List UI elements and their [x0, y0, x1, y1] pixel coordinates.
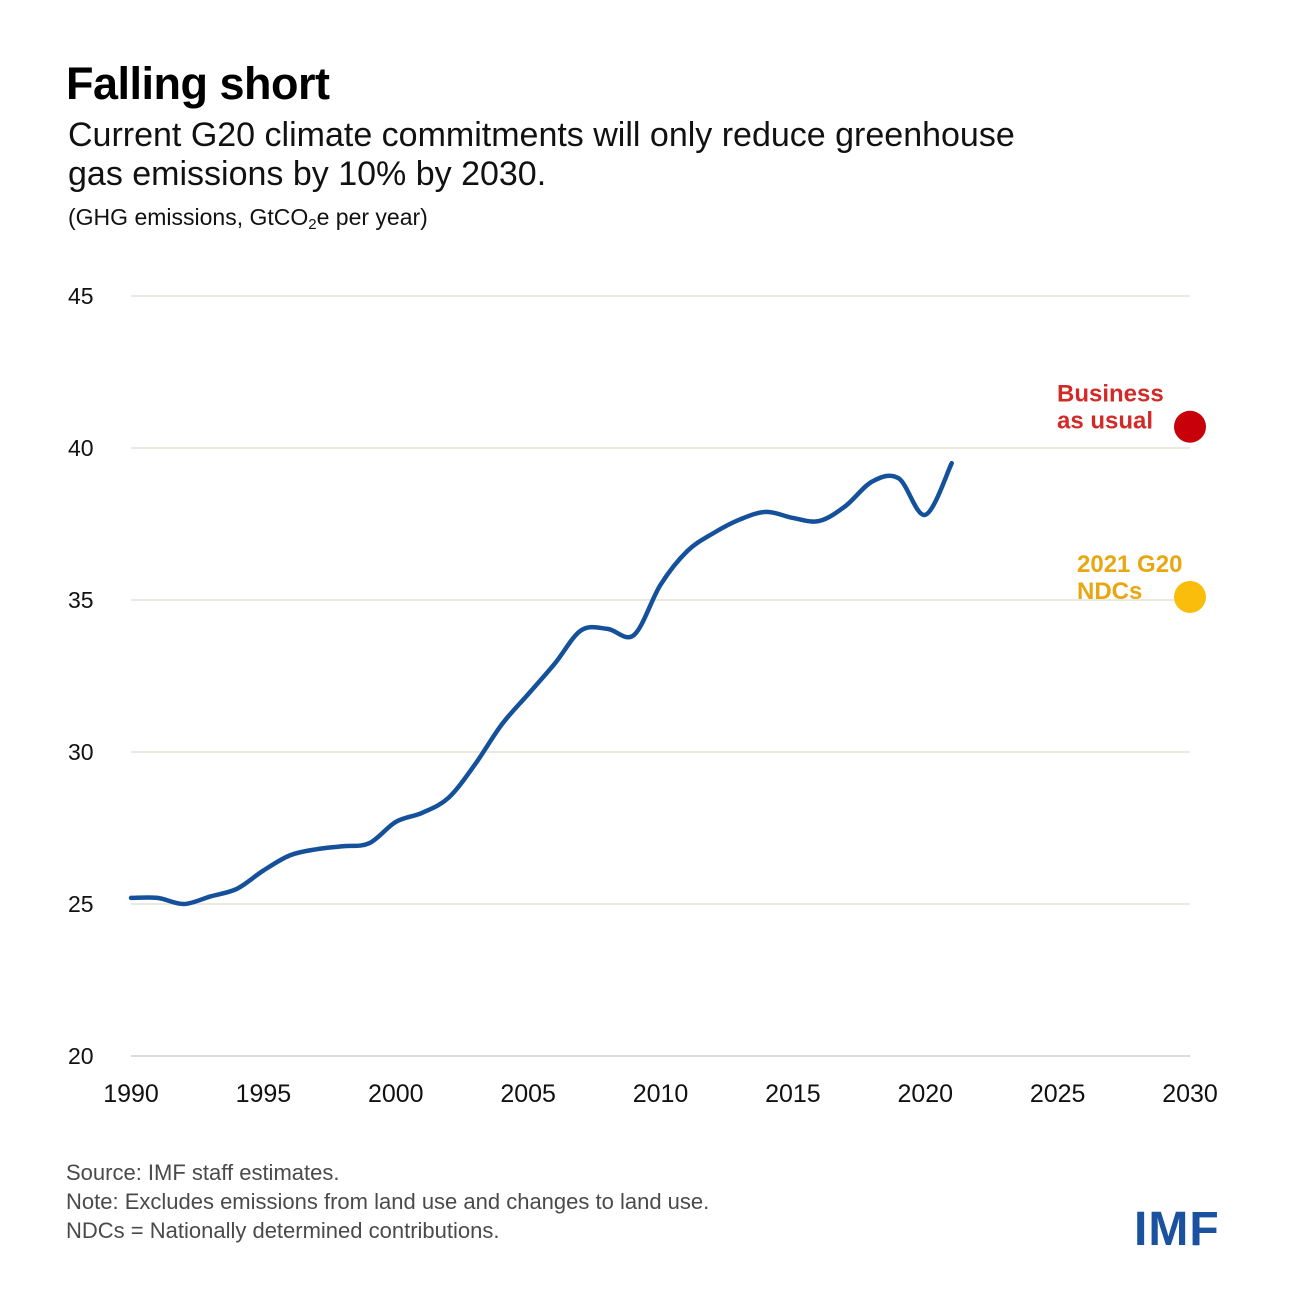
g20-ndcs-label: NDCs	[1077, 578, 1142, 605]
x-tick-label: 2000	[368, 1080, 424, 1108]
business-as-usual-label: as usual	[1057, 408, 1153, 435]
emissions-line	[128, 460, 954, 907]
business-as-usual-label: Business	[1057, 381, 1164, 408]
g20-ndcs-dot	[1174, 580, 1206, 613]
y-tick-label: 40	[68, 435, 94, 461]
y-tick-label: 30	[68, 739, 94, 765]
units-suffix: e per year)	[316, 204, 428, 230]
chart-subtitle: Current G20 climate commitments will onl…	[68, 116, 1015, 193]
g20-ndcs-label: 2021 G20	[1077, 551, 1182, 578]
y-tick-label: 45	[68, 283, 94, 309]
series-group	[128, 460, 954, 907]
x-tick-label: 2015	[765, 1080, 821, 1108]
x-tick-label: 1995	[236, 1080, 292, 1108]
x-axis-ticks: 1990 1995 2000 2005 2010 2015 2020 2025 2030	[103, 1080, 1218, 1108]
x-tick-label: 2020	[897, 1080, 953, 1108]
footer-notes: Source: IMF staff estimates. Note: Exclu…	[66, 1158, 709, 1245]
gridlines	[131, 295, 1190, 1057]
chart-title: Falling short	[66, 58, 330, 109]
y-tick-label: 20	[68, 1043, 94, 1069]
units-subscript: 2	[308, 216, 317, 233]
x-tick-label: 2025	[1030, 1080, 1086, 1108]
x-tick-label: 2030	[1162, 1080, 1218, 1108]
x-tick-label: 1990	[103, 1080, 159, 1108]
business-as-usual-dot	[1174, 410, 1206, 443]
units-prefix: (GHG emissions, GtCO	[68, 204, 309, 230]
source-note: Source: IMF staff estimates.	[66, 1160, 340, 1185]
y-tick-label: 25	[68, 891, 94, 917]
land-use-note: Note: Excludes emissions from land use a…	[66, 1189, 710, 1214]
x-tick-label: 2005	[500, 1080, 556, 1108]
abbreviation-note: NDCs = Nationally determined contributio…	[66, 1218, 500, 1243]
x-tick-label: 2010	[633, 1080, 689, 1108]
units-label: (GHG emissions, GtCO2e per year)	[68, 204, 428, 233]
imf-logo: IMF	[1134, 1203, 1220, 1256]
y-tick-label: 35	[68, 587, 94, 613]
y-axis-ticks: 20 25 30 35 40 45	[68, 283, 94, 1069]
